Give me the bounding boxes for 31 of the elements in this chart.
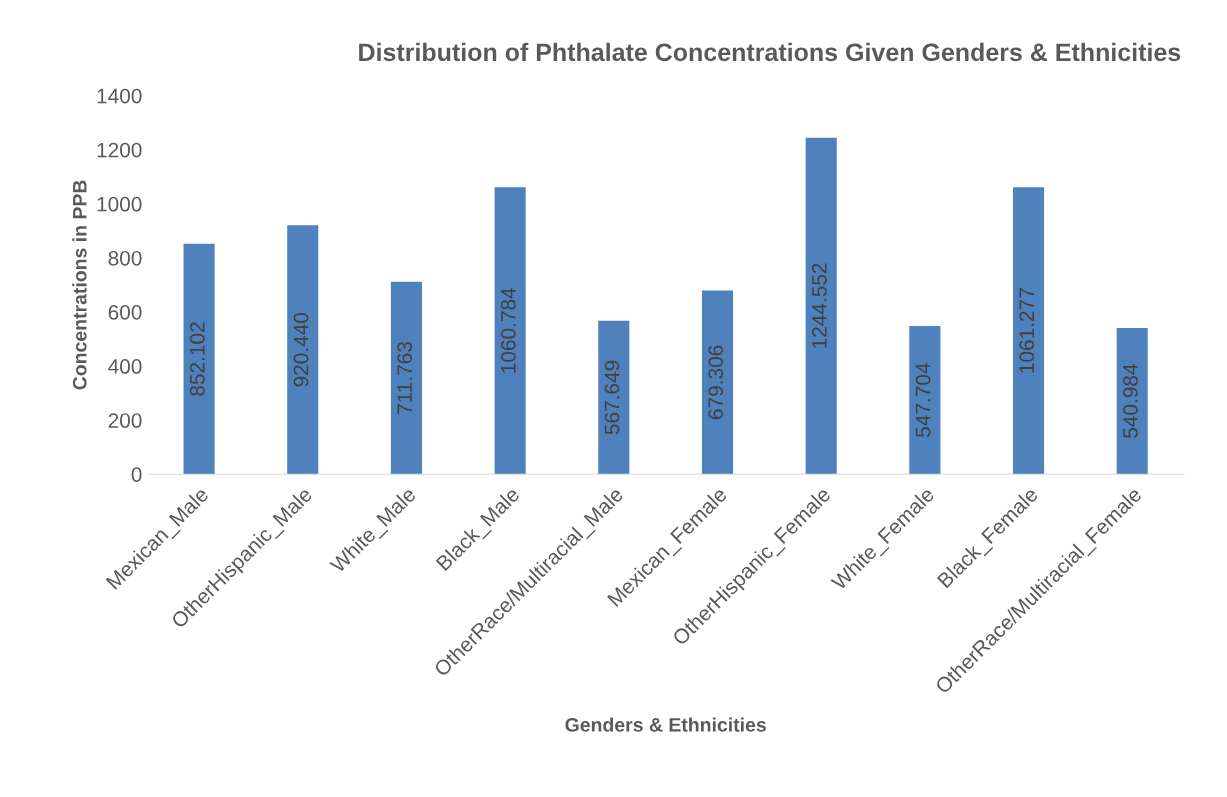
data-label: 920.440 — [293, 312, 309, 387]
bar — [598, 320, 630, 475]
data-label: 679.306 — [708, 345, 724, 419]
y-tick-label: 1000 — [97, 196, 142, 212]
bar — [287, 225, 319, 475]
y-axis-title: Concentrations in PPB — [72, 180, 87, 390]
data-label: 547.704 — [915, 363, 931, 437]
chart-title: Distribution of Phthalate Concentrations Given Genders & Ethnicities — [359, 42, 1181, 62]
y-tick-label: 0 — [131, 467, 142, 482]
bar — [805, 137, 837, 475]
y-tick-label: 1200 — [97, 142, 142, 158]
data-label: 1244.552 — [812, 263, 827, 348]
y-tick-label: 400 — [108, 359, 142, 374]
y-tick-label: 1400 — [97, 88, 142, 104]
y-tick-label: 200 — [108, 413, 142, 428]
y-tick-label: 800 — [108, 250, 142, 266]
data-label: 1060.784 — [500, 287, 516, 373]
bar — [1116, 327, 1148, 475]
data-label: 567.649 — [604, 360, 620, 435]
bar — [494, 187, 526, 475]
data-label: 852.102 — [189, 322, 205, 396]
bar — [1012, 187, 1045, 475]
bar — [701, 290, 734, 475]
bar — [390, 281, 422, 475]
data-label: 1061.277 — [1019, 288, 1035, 373]
y-tick-label: 600 — [108, 304, 142, 320]
data-label: 540.984 — [1123, 364, 1138, 438]
bar — [909, 326, 941, 475]
data-label: 711.763 — [397, 342, 413, 414]
bar — [183, 243, 215, 475]
x-axis-title: Genders & Ethnicities — [565, 717, 766, 732]
